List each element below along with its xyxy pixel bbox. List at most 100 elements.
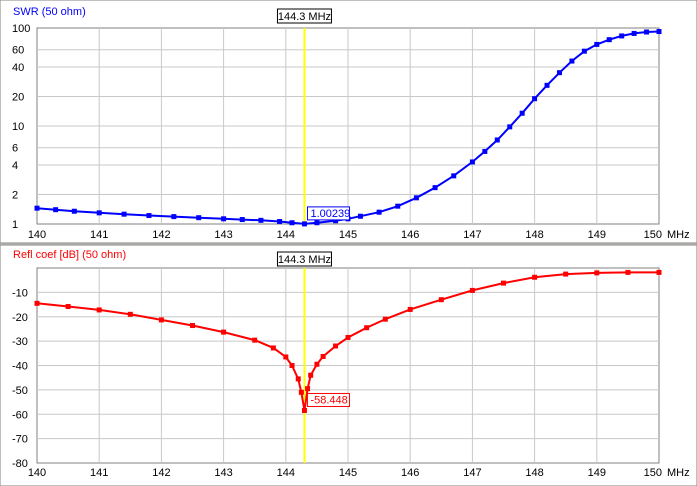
value-marker-label: 1.00239 [310, 208, 350, 220]
y-tick-label: 20 [12, 91, 24, 103]
data-point [96, 210, 102, 216]
y-tick-label: -30 [12, 336, 28, 348]
data-point [432, 185, 438, 191]
data-point [314, 220, 320, 226]
y-tick-label: 2 [12, 189, 18, 201]
data-point [320, 353, 326, 359]
x-tick-label: 146 [401, 467, 419, 479]
data-point [308, 372, 314, 378]
x-tick-label: 140 [28, 229, 46, 241]
y-tick-label: 60 [12, 45, 24, 57]
data-point [438, 297, 444, 303]
y-tick-label: 100 [12, 23, 30, 35]
data-point [190, 323, 195, 329]
x-tick-label: 149 [588, 467, 606, 479]
data-point [333, 343, 339, 349]
swr-chart: SWR (50 ohm)140 141 142 143 144 145 146 147 148 1… [12, 6, 690, 241]
x-tick-label: 142 [152, 229, 170, 241]
data-point [507, 124, 513, 130]
data-point [594, 270, 600, 276]
data-point [301, 407, 307, 413]
data-point [594, 41, 600, 47]
cursor-label-box [276, 8, 332, 24]
x-tick-label: 149 [588, 229, 606, 241]
y-tick-label: -10 [12, 287, 28, 299]
y-tick-label: 1 [12, 219, 18, 231]
data-point [34, 205, 40, 211]
x-tick-label: 150 [644, 229, 662, 241]
x-tick-label: 140 [28, 467, 46, 479]
data-point [501, 280, 506, 286]
data-point [556, 70, 562, 76]
data-point [96, 307, 102, 313]
x-unit-label: MHz [667, 467, 690, 479]
y-tick-label: 6 [12, 143, 18, 155]
data-point [656, 29, 662, 35]
data-point [295, 376, 301, 382]
data-point [357, 213, 363, 219]
y-tick-label: -40 [12, 361, 28, 373]
data-point [277, 219, 283, 225]
data-point [619, 33, 625, 39]
data-point [71, 208, 77, 214]
data-point [482, 148, 488, 154]
x-unit-label: MHz [667, 229, 690, 241]
data-point [345, 334, 351, 340]
data-point [407, 306, 413, 312]
data-point [270, 345, 276, 351]
data-point [53, 207, 59, 213]
data-point [305, 386, 311, 392]
data-point [451, 173, 457, 179]
data-point [606, 37, 612, 43]
data-point [314, 361, 320, 367]
data-point [34, 300, 40, 306]
y-tick-label: 4 [12, 160, 18, 172]
data-point [656, 269, 662, 275]
data-point [395, 203, 401, 209]
x-tick-label: 146 [401, 229, 419, 241]
y-tick-label: -60 [12, 409, 28, 421]
y-tick-label: -80 [12, 458, 28, 470]
data-point [146, 213, 152, 219]
data-point [221, 329, 227, 335]
data-point [469, 159, 475, 165]
data-point [158, 317, 164, 323]
data-point [289, 363, 295, 368]
refl-coef-chart: Refl coef [dB] (50 ohm) 140 141 142 143 144 14… [12, 249, 690, 479]
x-tick-label: 144 [277, 229, 295, 241]
data-point [298, 389, 304, 395]
x-tick-label: 147 [463, 229, 481, 241]
cursor-freq-label: 144.3 MHz [278, 254, 331, 266]
data-point [289, 220, 295, 226]
value-marker-box [306, 206, 350, 221]
data-point [469, 287, 475, 293]
value-marker-label: -58.448 [310, 394, 347, 406]
x-tick-label: 141 [90, 229, 108, 241]
x-tick-label: 142 [152, 467, 170, 479]
data-point [631, 30, 637, 36]
x-tick-label: 144 [277, 467, 295, 479]
data-point [364, 325, 370, 331]
data-point [252, 337, 258, 343]
data-point [333, 218, 339, 224]
data-point [413, 195, 419, 201]
x-tick-label: 150 [644, 467, 662, 479]
x-tick-label: 145 [339, 229, 357, 241]
x-tick-label: 141 [90, 467, 108, 479]
data-point [258, 217, 264, 223]
data-point [301, 221, 307, 227]
data-point [544, 82, 550, 88]
chart-title: Refl coef [dB] (50 ohm) [13, 249, 126, 261]
y-tick-label: -50 [12, 385, 28, 397]
y-tick-label: 40 [12, 62, 24, 74]
cursor-label-box [276, 251, 332, 267]
data-point [644, 29, 650, 35]
chart-title: SWR (50 ohm) [13, 6, 86, 18]
value-marker-box [306, 392, 350, 407]
data-point [494, 137, 500, 143]
x-tick-label: 143 [214, 467, 232, 479]
x-tick-label: 147 [463, 467, 481, 479]
data-point [519, 110, 525, 116]
data-point [625, 269, 631, 275]
